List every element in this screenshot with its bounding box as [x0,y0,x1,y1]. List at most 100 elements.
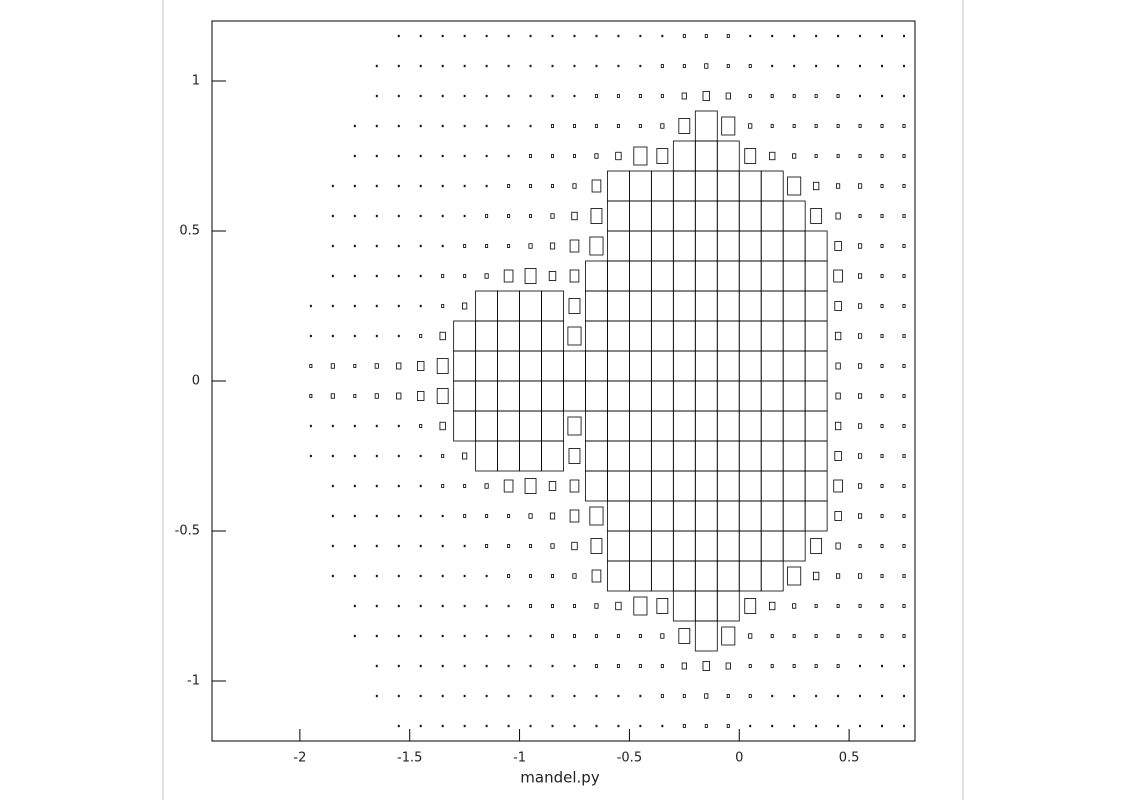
box [353,364,357,368]
box [353,334,356,338]
box [375,184,378,188]
box [770,124,774,128]
box [858,273,863,279]
box [572,124,576,128]
box [507,214,511,218]
box [569,269,580,283]
box [573,724,576,728]
x-tick-label: 0.5 [839,751,860,766]
box [441,94,444,98]
box [573,694,576,698]
box [441,64,444,68]
box [880,124,884,128]
box [834,451,842,461]
box [463,124,466,128]
box [726,34,730,38]
box [485,664,488,668]
box [681,662,687,670]
box [880,514,884,518]
box [309,394,313,398]
box [858,393,863,399]
box [858,303,863,309]
box [880,274,884,278]
box [463,574,466,578]
box [793,64,796,68]
box [595,64,598,68]
box [678,628,691,644]
box [880,244,884,248]
box [660,94,664,98]
box [782,200,806,232]
box [375,244,378,248]
box [524,478,537,494]
box [463,274,467,278]
box [439,421,446,431]
box [441,724,444,728]
box [397,694,400,698]
box [858,423,863,429]
box [834,421,842,431]
box [833,269,843,283]
box [770,634,774,638]
box [568,448,581,464]
box [309,454,312,458]
box [331,484,334,488]
box [638,634,642,638]
box [902,214,906,218]
box [419,244,422,248]
box [419,484,422,488]
box [419,124,422,128]
box [507,34,510,38]
box [572,604,576,608]
box [859,94,862,98]
box [858,333,863,339]
box [902,154,906,158]
box [396,362,402,370]
box [419,184,422,188]
box [859,64,862,68]
box [309,304,312,308]
box [353,484,356,488]
box [375,214,378,218]
box [353,244,356,248]
box [375,574,378,578]
box [572,573,577,579]
box [770,664,774,668]
box [397,484,400,488]
box [880,454,884,458]
box [331,424,334,428]
box [835,392,841,400]
box [859,34,862,38]
box [902,184,906,188]
box [550,213,555,219]
box [441,214,444,218]
box [660,694,664,698]
box [594,603,599,609]
box [507,514,511,518]
box [769,601,776,611]
box [880,394,884,398]
box [419,604,422,608]
box [374,363,379,369]
box [836,634,840,638]
box [881,664,883,668]
box [375,154,378,158]
box [572,634,576,638]
box [463,724,466,728]
box [633,596,648,616]
box [484,273,489,279]
box [331,214,334,218]
box [419,694,422,698]
box [541,290,564,322]
box [419,154,422,158]
box [397,274,400,278]
box [835,362,841,370]
box [834,241,842,251]
box [902,634,906,638]
box [704,693,709,699]
box [792,124,796,128]
box [419,34,422,38]
box [836,94,840,98]
box [309,364,313,368]
